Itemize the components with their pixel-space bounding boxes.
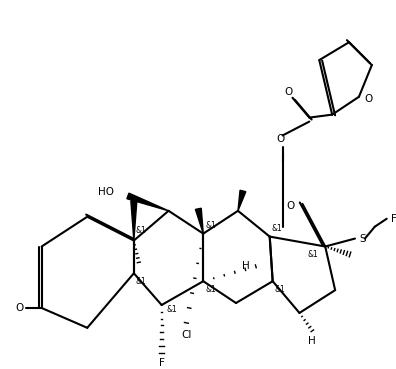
Text: H: H (308, 336, 316, 346)
Text: &1: &1 (272, 224, 282, 233)
Text: F: F (159, 358, 165, 368)
Text: &1: &1 (205, 221, 216, 230)
Polygon shape (127, 193, 169, 211)
Text: Cl: Cl (181, 330, 192, 340)
Text: &1: &1 (136, 277, 147, 286)
Text: &1: &1 (136, 226, 147, 235)
Text: HO: HO (98, 187, 114, 197)
Text: O: O (364, 94, 372, 104)
Polygon shape (195, 208, 203, 234)
Text: H: H (242, 261, 250, 271)
Text: O: O (276, 134, 285, 144)
Text: O: O (286, 201, 295, 211)
Text: &1: &1 (307, 250, 318, 259)
Text: S: S (359, 234, 366, 244)
Text: &1: &1 (275, 284, 286, 294)
Polygon shape (238, 190, 246, 211)
Text: O: O (284, 87, 293, 97)
Text: F: F (391, 214, 396, 224)
Polygon shape (131, 201, 137, 241)
Text: O: O (16, 303, 24, 313)
Text: &1: &1 (205, 284, 216, 294)
Text: &1: &1 (167, 306, 177, 314)
